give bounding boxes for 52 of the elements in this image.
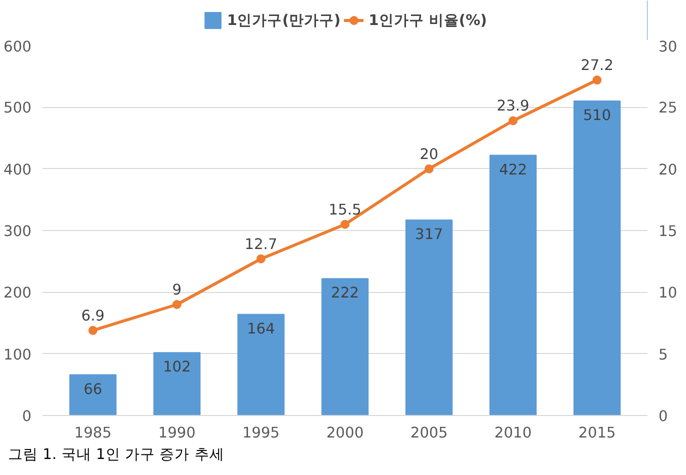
data-label: 164: [246, 320, 275, 338]
y-tick-label: 500: [4, 100, 32, 117]
caption: 그림 1. 국내 1인 가구 증가 추세: [8, 445, 224, 465]
data-label: 15.5: [328, 201, 362, 218]
data-label: 510: [583, 107, 612, 124]
data-label: 222: [331, 284, 359, 302]
y-tick-label: 600: [4, 38, 32, 56]
bar: [405, 220, 453, 416]
data-label: 9: [172, 282, 182, 298]
y2-tick-label: 20: [658, 161, 678, 178]
y2-tick-label: 5: [658, 346, 668, 364]
point: [340, 220, 350, 229]
y-tick-label: 300: [4, 223, 32, 240]
y-tick-label: 400: [4, 161, 32, 178]
bar: [573, 100, 621, 416]
data-label: 317: [415, 226, 444, 244]
x-tick-label: 2010: [494, 424, 532, 442]
point: [256, 254, 266, 264]
y2-tick-label: 30: [658, 38, 678, 56]
x-tick-label: 2005: [410, 424, 448, 442]
data-label: 23.9: [496, 98, 530, 115]
data-label: 20: [420, 146, 438, 163]
point: [88, 326, 98, 335]
y2-tick-label: 15: [658, 223, 678, 240]
data-label: 422: [499, 161, 528, 178]
bar: [153, 352, 201, 416]
y2-tick-label: 10: [658, 284, 678, 302]
data-label: 66: [84, 380, 102, 398]
data-label: 12.7: [244, 236, 278, 253]
point: [592, 76, 602, 85]
y-tick-label: 100: [4, 346, 32, 364]
x-tick-label: 1985: [74, 424, 112, 442]
data-label: 102: [162, 358, 191, 376]
y-tick-label: 0: [22, 408, 32, 425]
x-tick-label: 2015: [578, 424, 616, 442]
data-label: 6.9: [81, 307, 105, 324]
y-tick-label: 200: [4, 284, 32, 302]
legend-label: 1인가구(만가구): [227, 10, 341, 30]
y2-tick-label: 25: [658, 100, 678, 117]
x-tick-label: 2000: [326, 424, 364, 442]
bar: [321, 278, 369, 416]
point: [172, 300, 182, 309]
x-tick-label: 1995: [242, 424, 280, 442]
point: [508, 116, 518, 126]
legend-label: 1인가구 비율(%): [368, 10, 487, 30]
x-tick-label: 1990: [158, 424, 196, 442]
bar: [489, 154, 537, 416]
point: [424, 164, 434, 174]
bar: [69, 374, 117, 416]
bar: [237, 314, 285, 416]
data-label: 27.2: [580, 57, 614, 74]
y2-tick-label: 0: [658, 408, 668, 425]
